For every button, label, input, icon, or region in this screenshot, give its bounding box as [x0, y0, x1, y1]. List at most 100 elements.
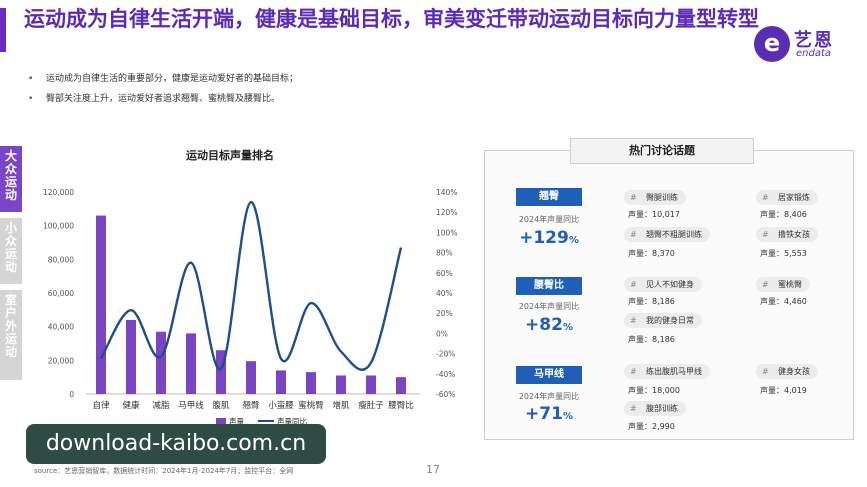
- tag-volume: 声量：2,990: [628, 422, 675, 431]
- topic-tag[interactable]: # 翘臀不粗腿训练: [624, 227, 710, 242]
- topic-pct-unit: %: [568, 235, 579, 246]
- x-tick-label: 自律: [92, 400, 110, 411]
- panel-title: 热门讨论话题: [570, 138, 754, 164]
- hashtag-icon: #: [762, 193, 769, 202]
- topic-pct: +71%: [504, 404, 594, 424]
- volume-ranking-chart: 0 20,000 40,000 60,000 80,000 100,000 120,000 -…: [43, 188, 457, 426]
- topic-sub: 2024年声量同比: [518, 392, 580, 401]
- topic-pct-unit: %: [562, 411, 573, 422]
- logo-cn-text: 艺恩: [794, 30, 834, 51]
- topic-label: 马甲线: [516, 366, 582, 384]
- topic-tag[interactable]: # 撸铁女孩: [756, 227, 818, 242]
- y-right-tick-label: -20%: [436, 350, 455, 359]
- x-tick-label: 瘦肚子: [358, 400, 384, 411]
- y-right-tick-label: -60%: [436, 390, 455, 399]
- tag-name: 练出腹肌马甲线: [646, 367, 702, 376]
- topic-pct: +82%: [504, 315, 594, 335]
- yoy-line: [99, 200, 403, 371]
- side-tab-mass-sports[interactable]: 大众运动: [0, 146, 22, 212]
- tag-name: 我的健身日常: [646, 316, 694, 325]
- legend-swatch-bar: [216, 418, 226, 424]
- topic-tag[interactable]: # 腹部训练: [624, 401, 686, 416]
- x-tick-label: 健康: [122, 400, 140, 411]
- topic-tag[interactable]: # 臀腿训练: [624, 190, 686, 205]
- side-tab-outdoor-sports[interactable]: 室户外运动: [0, 290, 22, 380]
- x-tick-label: 增肌: [332, 400, 350, 411]
- logo-mark: e: [754, 26, 790, 62]
- x-tick-label: 减脂: [152, 400, 170, 411]
- topic-tag[interactable]: # 练出腹肌马甲线: [624, 364, 710, 379]
- topic-label: 腰臀比: [516, 277, 582, 295]
- tag-volume: 声量：4,460: [760, 297, 807, 306]
- bar: [306, 372, 316, 394]
- hashtag-icon: #: [630, 230, 637, 239]
- hashtag-icon: #: [762, 280, 769, 289]
- y-right-tick-label: 0%: [436, 329, 448, 338]
- bar: [156, 331, 166, 394]
- topic-sub: 2024年声量同比: [518, 302, 580, 311]
- hashtag-icon: #: [762, 367, 769, 376]
- y-right-tick-label: 120%: [436, 208, 457, 217]
- hashtag-icon: #: [630, 367, 637, 376]
- bar: [216, 350, 226, 394]
- tag-name: 见人不如健身: [646, 280, 694, 289]
- y-right-tick-label: 60%: [436, 269, 453, 278]
- tag-volume: 声量：4,019: [760, 386, 807, 395]
- y-left-tick-label: 40,000: [48, 323, 74, 332]
- hashtag-icon: #: [762, 230, 769, 239]
- tag-volume: 声量：8,186: [628, 335, 675, 344]
- x-tick-label: 马甲线: [178, 400, 204, 411]
- side-tab-niche-sports[interactable]: 小众运动: [0, 218, 22, 284]
- bar: [96, 215, 106, 394]
- topic-sub: 2024年声量同比: [518, 215, 580, 224]
- chart-title: 运动目标声量排名: [186, 149, 274, 162]
- topic-tag[interactable]: # 见人不如健身: [624, 277, 702, 292]
- topic-pct-value: +129: [519, 228, 569, 248]
- bar: [246, 361, 256, 394]
- topic-tag[interactable]: # 居家锻炼: [756, 190, 818, 205]
- tag-volume: 声量：8,406: [760, 210, 807, 219]
- y-right-tick-label: 20%: [436, 309, 453, 318]
- watermark-banner: download-kaibo.com.cn: [26, 424, 326, 464]
- logo-en-text: endata: [796, 48, 832, 59]
- bullet-item: 臀部关注度上升，运动爱好者追求翘臀、蜜桃臀及腰臀比。: [24, 92, 624, 112]
- topic-tag[interactable]: # 蜜桃臀: [756, 277, 810, 292]
- bullet-item: 运动成为自律生活的重要部分，健康是运动爱好者的基础目标；: [24, 72, 624, 92]
- topic-pct-unit: %: [562, 322, 573, 333]
- y-left-tick-label: 0: [69, 390, 74, 399]
- tag-volume: 声量：8,186: [628, 297, 675, 306]
- bar: [396, 377, 406, 394]
- y-right-tick-label: -40%: [436, 370, 455, 379]
- topic-label: 翘臀: [516, 188, 582, 206]
- title-accent-bar: [0, 8, 6, 52]
- y-right-tick-label: 100%: [436, 228, 457, 237]
- tag-name: 健身女孩: [778, 367, 810, 376]
- topic-pct: +129%: [504, 228, 594, 248]
- tag-volume: 声量：18,000: [628, 386, 680, 395]
- legend-label-bar: 声量: [229, 416, 244, 426]
- topic-pct-value: +82: [525, 315, 563, 335]
- y-left-tick-label: 120,000: [43, 188, 74, 197]
- bar: [186, 333, 196, 394]
- tag-name: 撸铁女孩: [778, 230, 810, 239]
- hashtag-icon: #: [630, 193, 637, 202]
- page-number: 17: [426, 463, 440, 476]
- x-tick-label: 小蛮腰: [268, 400, 294, 411]
- y-right-tick-label: 140%: [436, 188, 457, 197]
- topic-tag[interactable]: # 健身女孩: [756, 364, 818, 379]
- tag-volume: 声量：10,017: [628, 210, 680, 219]
- tag-volume: 声量：8,370: [628, 249, 675, 258]
- tag-name: 臀腿训练: [646, 193, 678, 202]
- tag-name: 蜜桃臀: [778, 280, 802, 289]
- bar: [366, 375, 376, 394]
- y-left-tick-label: 60,000: [48, 289, 74, 298]
- topic-tag[interactable]: # 我的健身日常: [624, 313, 702, 328]
- y-left-tick-label: 80,000: [48, 255, 74, 264]
- endata-logo: e 艺恩 endata: [748, 26, 858, 66]
- tag-volume: 声量：5,553: [760, 249, 807, 258]
- y-right-tick-label: 40%: [436, 289, 453, 298]
- y-left-tick-label: 20,000: [48, 356, 74, 365]
- tag-name: 腹部训练: [646, 404, 678, 413]
- x-tick-label: 腹肌: [212, 400, 230, 411]
- y-left-tick-label: 100,000: [43, 222, 74, 231]
